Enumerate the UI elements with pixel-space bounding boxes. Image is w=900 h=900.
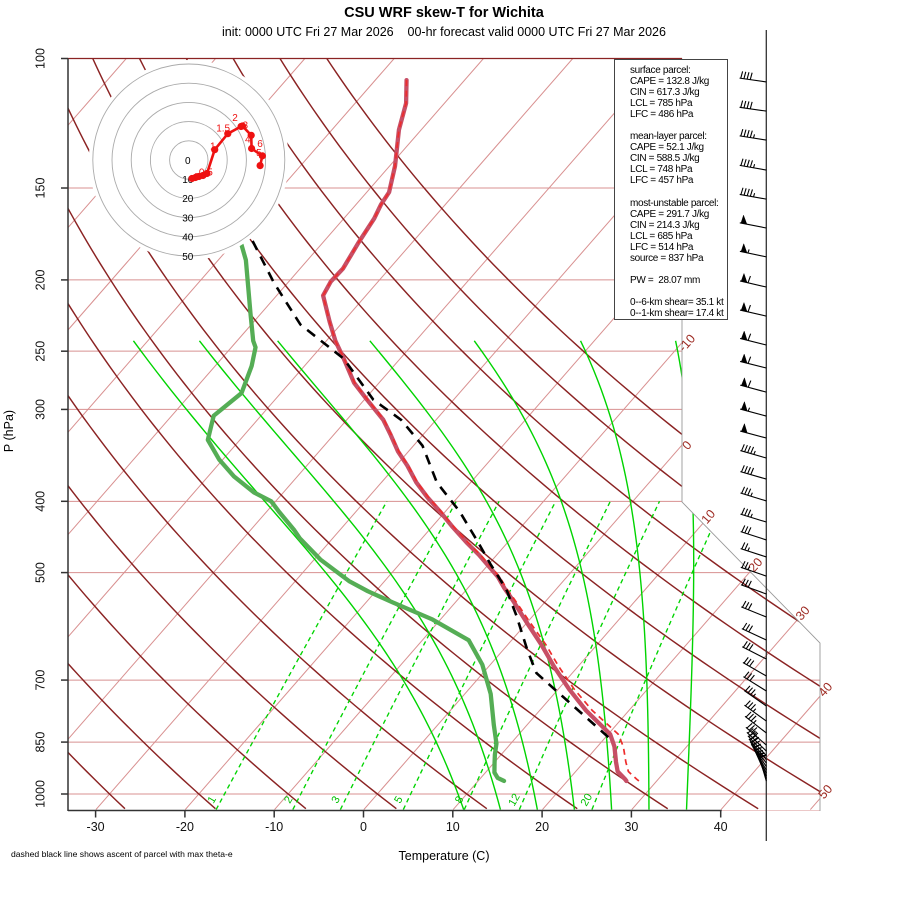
svg-text:40: 40 (816, 680, 836, 700)
parcel-info-line (630, 120, 727, 131)
parcel-info-line (630, 286, 727, 297)
chart-footnote: dashed black line shows ascent of parcel… (11, 849, 233, 859)
parcel-info-line: 0--6-km shear= 35.1 kt (630, 296, 724, 308)
sounding-curves (205, 77, 640, 784)
parcel-info-line: LCL = 748 hPa (630, 164, 693, 176)
svg-text:3: 3 (242, 121, 248, 132)
svg-text:1000: 1000 (33, 780, 47, 808)
parcel-info-line: surface parcel: (630, 65, 691, 76)
x-axis-title: Temperature (C) (398, 849, 490, 863)
parcel-info-line (630, 264, 727, 275)
svg-text:100: 100 (33, 48, 47, 69)
chart-title: CSU WRF skew-T for Wichita (344, 5, 544, 21)
svg-text:200: 200 (33, 269, 47, 290)
svg-text:4: 4 (245, 135, 251, 146)
parcel-info-line: PW = 28.07 mm (630, 274, 700, 286)
svg-text:-30: -30 (87, 820, 105, 834)
parcel-info-line: source = 837 hPa (630, 252, 704, 264)
chart-subtitle: init: 0000 UTC Fri 27 Mar 2026 00-hr for… (222, 25, 666, 39)
svg-text:20: 20 (535, 820, 549, 834)
svg-text:40: 40 (182, 233, 194, 244)
svg-text:50: 50 (816, 782, 836, 802)
svg-text:2: 2 (232, 113, 238, 124)
svg-text:12: 12 (506, 792, 523, 809)
parcel-info-line: CAPE = 291.7 J/kg (630, 208, 709, 220)
svg-text:0.5: 0.5 (199, 167, 213, 178)
svg-text:20: 20 (182, 194, 194, 205)
skewt-background (68, 58, 820, 811)
parcel-info-line: mean-layer parcel: (630, 131, 707, 143)
svg-text:8: 8 (453, 794, 466, 805)
dewpoint-curve (205, 238, 507, 784)
svg-text:6: 6 (257, 139, 263, 150)
svg-text:250: 250 (33, 341, 47, 362)
svg-text:3: 3 (330, 794, 343, 805)
parcel-info-line: 0--1-km shear= 17.4 kt (630, 308, 724, 320)
svg-text:1: 1 (210, 141, 216, 152)
svg-text:850: 850 (33, 732, 47, 753)
parcel-info-line (630, 187, 727, 198)
svg-text:0: 0 (194, 172, 200, 183)
svg-text:30: 30 (624, 820, 638, 834)
svg-text:150: 150 (33, 178, 47, 199)
svg-text:10: 10 (446, 820, 460, 834)
wind-barbs (739, 30, 767, 841)
svg-text:5: 5 (256, 148, 262, 159)
parcel-info-line: CAPE = 132.8 J/kg (630, 76, 709, 88)
svg-text:1: 1 (206, 794, 219, 805)
parcel-info-line: CIN = 214.3 J/kg (630, 219, 700, 231)
y-axis-title: P (hPa) (2, 409, 16, 453)
parcel-info-box: surface parcel: CAPE = 132.8 J/kg CIN = 61… (614, 59, 728, 320)
parcel-info-line: CIN = 617.3 J/kg (630, 87, 700, 99)
svg-text:20: 20 (579, 792, 596, 809)
parcel-info-line: CAPE = 52.1 J/kg (630, 142, 704, 154)
parcel-info-line: LCL = 785 hPa (630, 98, 693, 110)
svg-text:-20: -20 (176, 820, 194, 834)
parcel-ascent-curve (249, 236, 610, 739)
svg-text:30: 30 (182, 213, 194, 224)
parcel-info-line: LCL = 685 hPa (630, 230, 693, 242)
parcel-info-line: CIN = 588.5 J/kg (630, 153, 700, 165)
svg-text:40: 40 (714, 820, 728, 834)
parcel-info-line: LFC = 457 hPa (630, 175, 694, 187)
hodograph-disc (88, 60, 289, 260)
svg-text:1.5: 1.5 (216, 123, 230, 134)
svg-text:50: 50 (182, 252, 194, 263)
svg-text:700: 700 (33, 670, 47, 691)
svg-text:10: 10 (182, 175, 194, 186)
parcel-info-line: LFC = 514 hPa (630, 241, 694, 253)
svg-text:10: 10 (699, 507, 719, 527)
svg-text:400: 400 (33, 491, 47, 512)
parcel-info-line: most-unstable parcel: (630, 197, 719, 209)
svg-text:300: 300 (33, 399, 47, 420)
svg-text:500: 500 (33, 562, 47, 583)
mixing-ratio-labels: 1 2 3 5 8 12 20 (206, 792, 596, 809)
virtual-temperature-curve (322, 80, 640, 782)
parcel-info-line: LFC = 486 hPa (630, 109, 694, 121)
svg-text:0: 0 (360, 820, 367, 834)
svg-text:2: 2 (282, 794, 295, 805)
svg-text:-10: -10 (265, 820, 283, 834)
svg-text:5: 5 (392, 794, 405, 805)
temperature-curve (320, 77, 629, 784)
svg-text:0: 0 (185, 156, 191, 167)
